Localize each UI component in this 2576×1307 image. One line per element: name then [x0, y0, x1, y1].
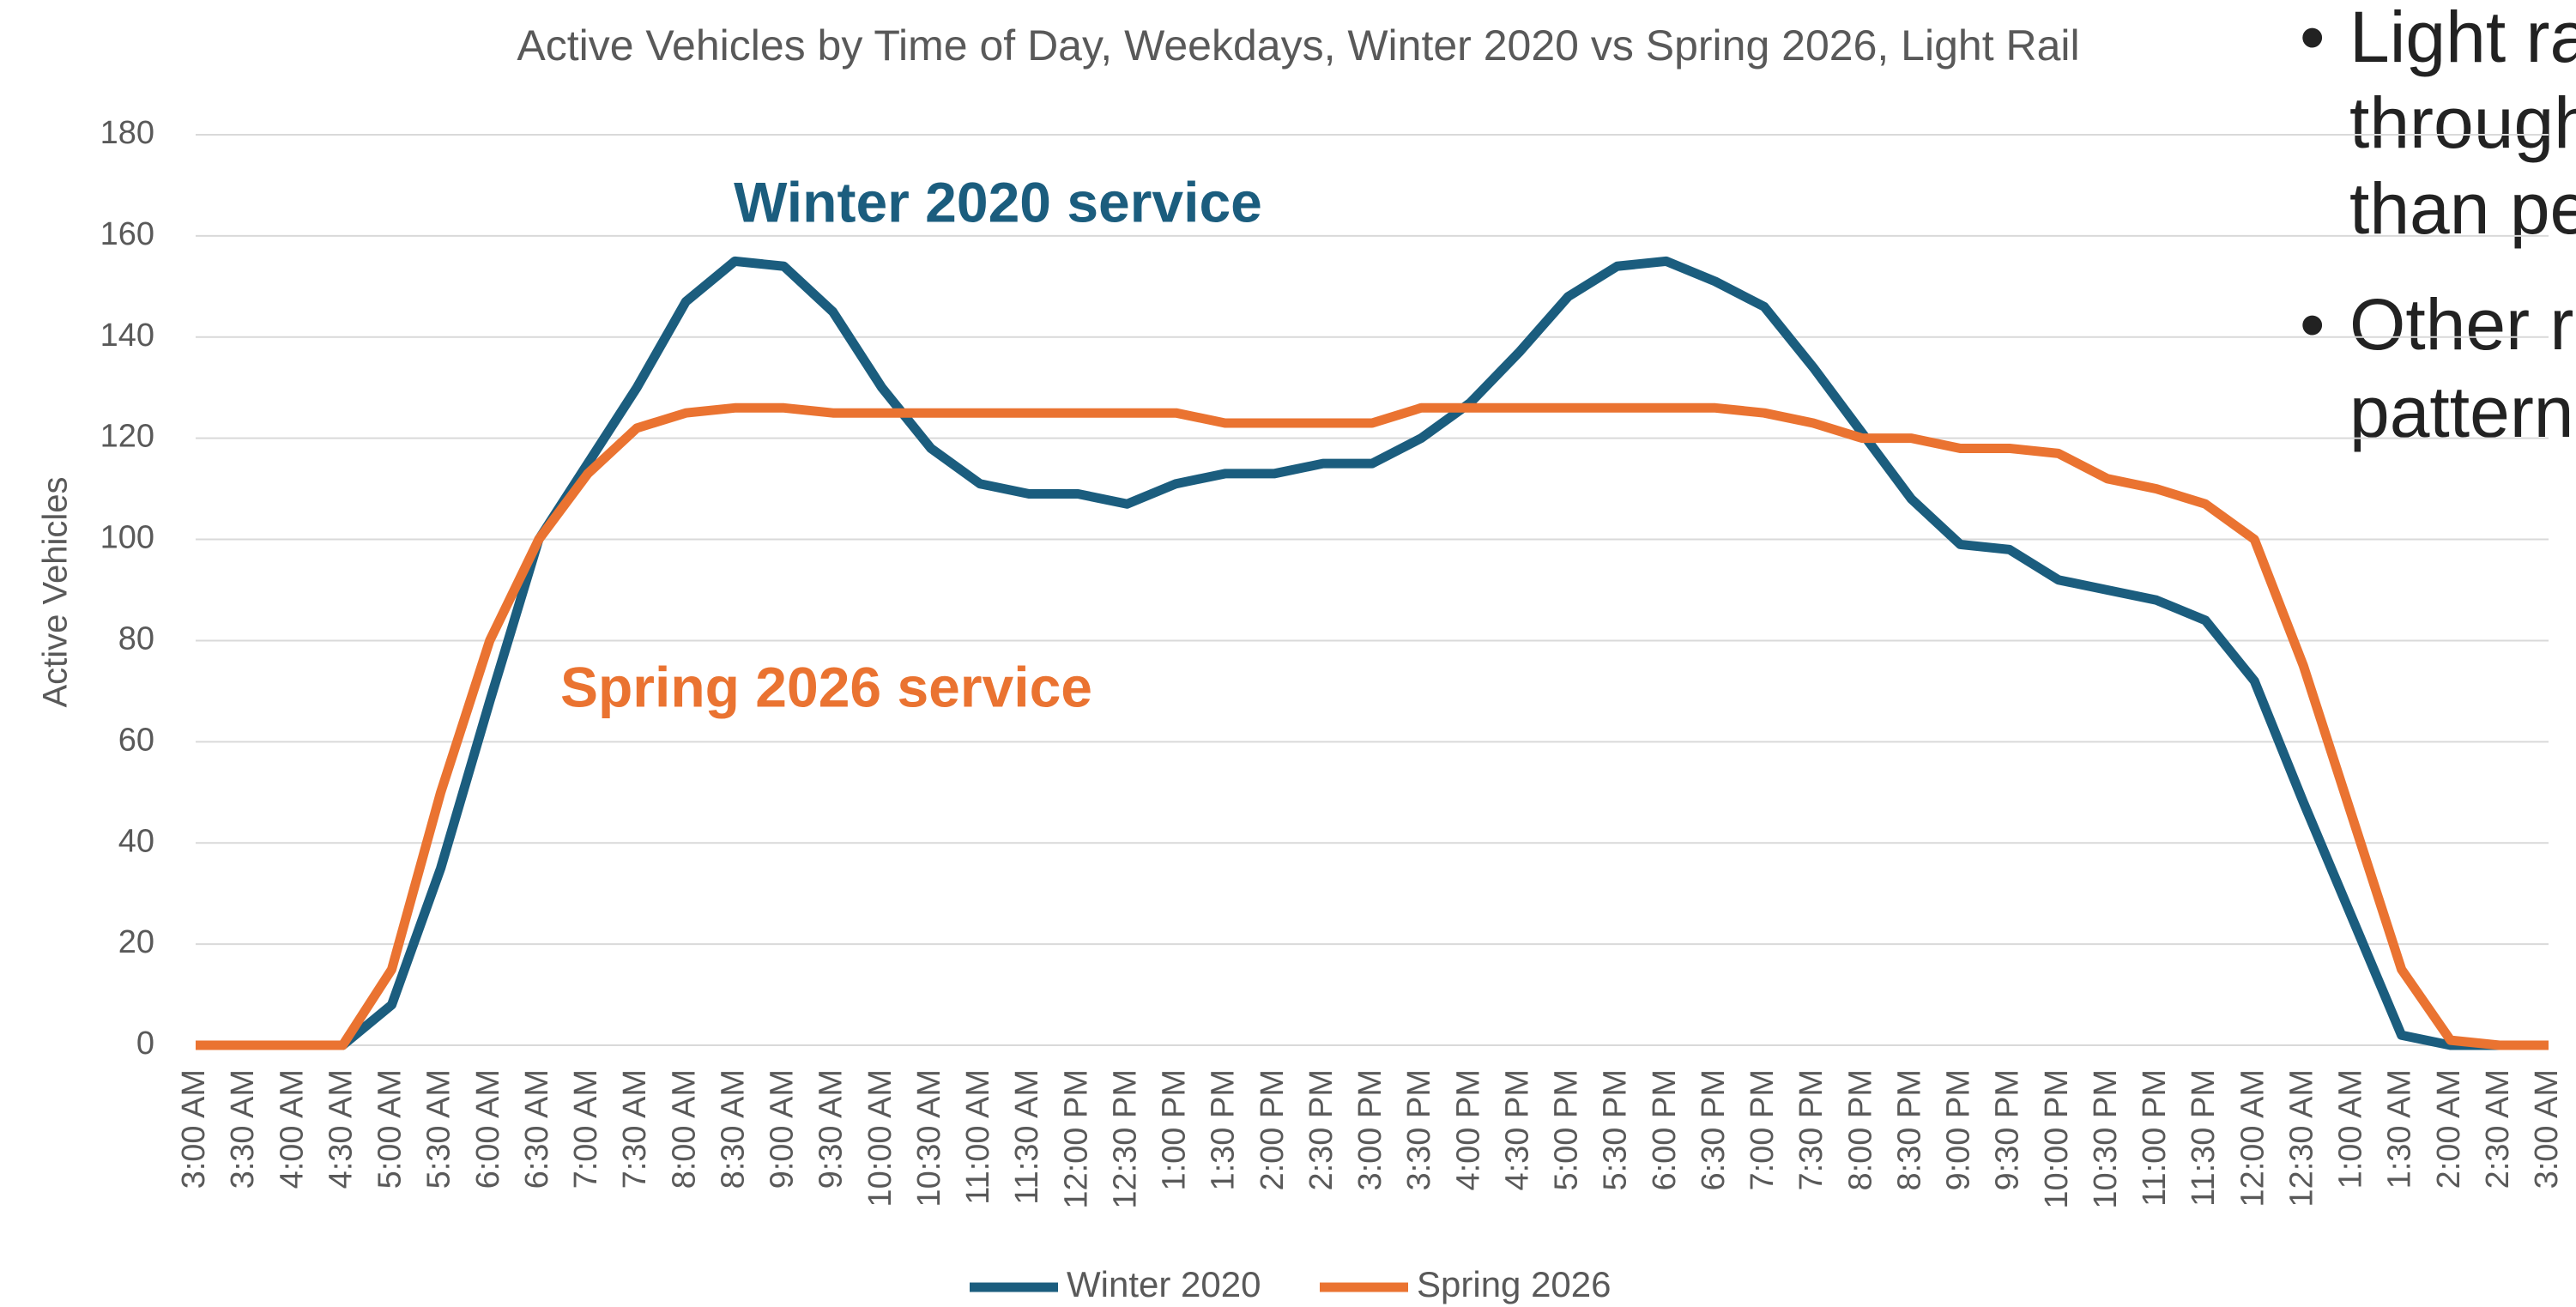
y-tick-label: 140	[100, 318, 154, 354]
y-tick-label: 120	[100, 419, 154, 455]
x-tick-label: 7:30 AM	[617, 1069, 653, 1189]
x-tick-label: 7:30 PM	[1793, 1069, 1829, 1191]
x-tick-label: 4:30 PM	[1499, 1069, 1535, 1191]
x-tick-label: 5:00 PM	[1549, 1069, 1585, 1191]
x-tick-label: 4:00 AM	[274, 1069, 310, 1189]
bullet: •	[2300, 284, 2325, 365]
annotation: Spring 2026 service	[560, 655, 1092, 718]
y-tick-label: 180	[100, 115, 154, 151]
x-tick-label: 11:30 PM	[2186, 1069, 2222, 1207]
x-tick-label: 5:30 AM	[421, 1069, 457, 1189]
x-tick-label: 5:00 AM	[372, 1069, 408, 1189]
x-tick-label: 6:00 PM	[1647, 1069, 1683, 1191]
y-tick-label: 20	[118, 924, 154, 960]
x-tick-label: 4:00 PM	[1450, 1069, 1486, 1191]
x-tick-label: 6:30 PM	[1696, 1069, 1732, 1191]
x-tick-label: 10:00 PM	[2039, 1069, 2075, 1209]
x-tick-label: 1:00 PM	[1157, 1069, 1193, 1191]
x-tick-label: 4:30 AM	[323, 1069, 359, 1189]
x-tick-label: 2:30 AM	[2480, 1069, 2516, 1189]
bullet: •	[2300, 0, 2325, 77]
data-line	[196, 256, 2549, 1050]
legend-label: Winter 2020	[1067, 1264, 1261, 1304]
x-tick-label: 1:30 PM	[1206, 1069, 1242, 1191]
side-text: • Light ra through than pe • Other r pat…	[2300, 0, 2576, 452]
x-tick-label: 3:30 AM	[225, 1069, 261, 1189]
side-line: than pe	[2349, 168, 2576, 249]
x-tick-label: 3:00 PM	[1352, 1069, 1388, 1191]
x-tick-label: 10:00 AM	[862, 1069, 898, 1207]
y-tick-label: 40	[118, 823, 154, 859]
side-line: Other r	[2349, 284, 2573, 365]
x-tick-label: 5:30 PM	[1598, 1069, 1634, 1191]
x-tick-label: 11:00 PM	[2137, 1069, 2173, 1207]
y-axis-title: Active Vehicles	[37, 476, 75, 707]
y-tick-label: 100	[100, 520, 154, 556]
x-tick-label: 9:30 AM	[813, 1069, 850, 1189]
x-tick-label: 7:00 PM	[1745, 1069, 1781, 1191]
x-tick-label: 8:30 AM	[715, 1069, 751, 1189]
x-tick-label: 9:30 PM	[1990, 1069, 2026, 1191]
x-tick-label: 9:00 PM	[1941, 1069, 1977, 1191]
x-tick-label: 6:30 AM	[519, 1069, 555, 1189]
x-tick-label: 11:00 AM	[960, 1069, 996, 1205]
side-line: Light ra	[2349, 0, 2576, 77]
x-tick-label: 7:00 AM	[568, 1069, 604, 1189]
chart-title: Active Vehicles by Time of Day, Weekdays…	[517, 21, 2079, 70]
annotation: Winter 2020 service	[734, 170, 1262, 233]
y-tick-label: 160	[100, 216, 154, 252]
x-tick-label: 2:00 AM	[2431, 1069, 2467, 1189]
x-tick-label: 3:00 AM	[2529, 1069, 2565, 1189]
x-tick-label: 12:30 AM	[2283, 1069, 2319, 1207]
y-tick-label: 60	[118, 722, 154, 758]
x-tick-label: 2:00 PM	[1255, 1069, 1291, 1191]
data-line	[196, 402, 2549, 1050]
x-tick-label: 8:00 AM	[666, 1069, 702, 1189]
x-tick-label: 3:00 AM	[176, 1069, 212, 1189]
x-tick-label: 12:00 AM	[2234, 1069, 2271, 1207]
x-tick-label: 8:00 PM	[1842, 1069, 1878, 1191]
legend-label: Spring 2026	[1417, 1264, 1612, 1304]
x-tick-label: 12:30 PM	[1107, 1069, 1143, 1209]
x-tick-label: 2:30 PM	[1303, 1069, 1339, 1191]
x-tick-label: 11:30 AM	[1009, 1069, 1045, 1205]
side-line: through	[2349, 82, 2576, 163]
x-tick-label: 10:30 AM	[911, 1069, 947, 1207]
x-tick-label: 6:00 AM	[470, 1069, 506, 1189]
x-tick-label: 3:30 PM	[1401, 1069, 1437, 1191]
side-line: pattern	[2349, 372, 2574, 452]
y-tick-label: 0	[136, 1026, 154, 1062]
x-tick-label: 9:00 AM	[765, 1069, 801, 1189]
y-tick-label: 80	[118, 620, 154, 657]
x-tick-label: 1:30 AM	[2382, 1069, 2418, 1189]
x-tick-label: 10:30 PM	[2088, 1069, 2124, 1209]
x-tick-label: 8:30 PM	[1891, 1069, 1927, 1191]
x-tick-label: 1:00 AM	[2333, 1069, 2369, 1189]
x-tick-label: 12:00 PM	[1058, 1069, 1094, 1209]
